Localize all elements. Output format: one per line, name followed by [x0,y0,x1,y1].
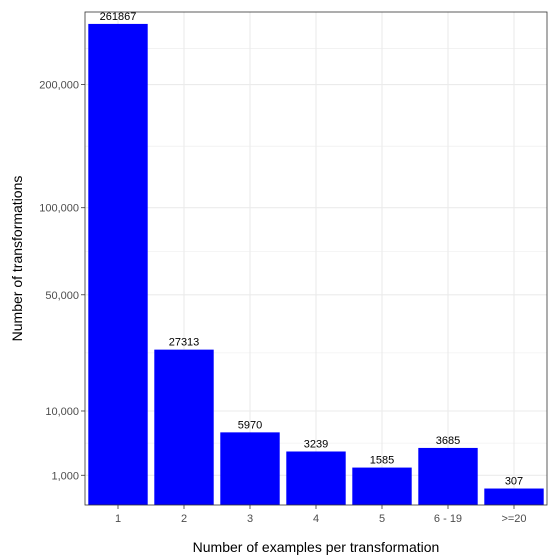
data-labels: 261867 27313 5970 3239 1585 3685 307 [100,11,524,488]
x-axis-title: Number of examples per transformation [193,539,440,555]
x-tick-label: 6 - 19 [434,513,462,525]
data-label: 3685 [436,435,460,447]
x-tick-label: 5 [379,513,385,525]
bar [484,488,544,505]
bar [418,447,478,505]
data-label: 27313 [169,337,200,349]
data-label: 1585 [370,455,394,467]
data-label: 261867 [100,11,137,23]
y-tick-label: 100,000 [39,203,79,215]
data-label: 5970 [238,419,262,431]
bar [88,23,148,505]
y-tick-label: 10,000 [45,406,79,418]
x-tick-label: 3 [247,513,253,525]
data-label: 3239 [304,438,328,450]
y-tick-label: 1,000 [51,470,79,482]
bar [352,467,412,505]
bar [220,432,280,505]
y-axis-title: Number of transformations [9,176,25,342]
x-tick-label: 1 [115,513,121,525]
y-tick-label: 200,000 [39,80,79,92]
data-label: 307 [505,476,523,488]
x-tick-label: 4 [313,513,319,525]
x-tick-label: 2 [181,513,187,525]
bar [154,349,214,505]
y-tick-label: 50,000 [45,290,79,302]
bars [88,23,544,505]
y-axis: 1,000 10,000 50,000 100,000 200,000 [39,80,85,482]
x-axis: 1 2 3 4 5 6 - 19 >=20 [115,505,527,525]
x-tick-label: >=20 [501,513,526,525]
bar [286,451,346,505]
